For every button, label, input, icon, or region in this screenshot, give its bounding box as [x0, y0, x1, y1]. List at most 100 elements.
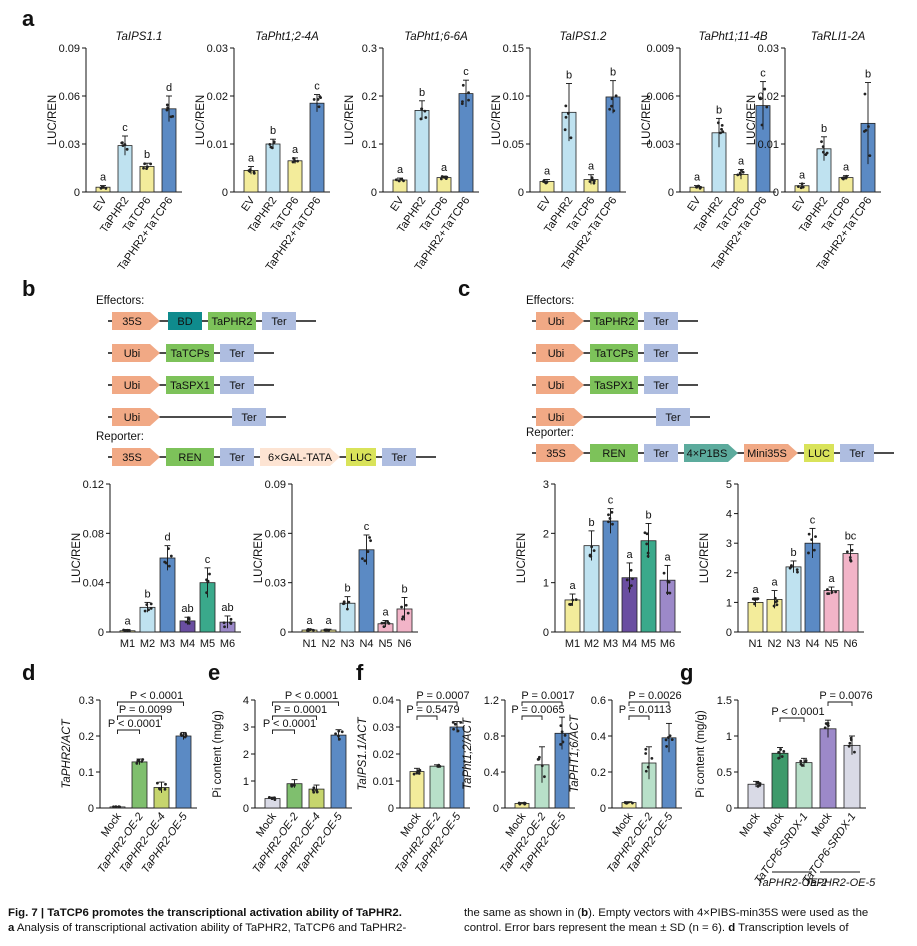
data-point: [318, 95, 322, 98]
y-tick-label: 0.3: [79, 695, 94, 707]
data-point: [363, 559, 367, 563]
promoter-ubi: [536, 408, 584, 426]
y-tick-label: 3: [243, 722, 249, 734]
chart-a5: TaPht1;11-4B00.0030.0060.009LUC/RENaEVbT…: [641, 31, 776, 273]
data-point: [563, 128, 567, 132]
element-bd: [168, 312, 202, 330]
data-point: [668, 734, 672, 738]
y-tick-label: 3: [543, 479, 549, 491]
y-tick-label: 0.2: [79, 731, 94, 743]
element-ter: [262, 312, 296, 330]
data-point: [644, 747, 648, 751]
data-point: [315, 788, 318, 792]
reporter-label: Reporter:: [526, 427, 574, 439]
data-point: [267, 795, 271, 799]
bar-mock-0: [747, 783, 765, 809]
data-point: [849, 738, 853, 742]
data-point: [592, 549, 596, 553]
data-point: [801, 185, 805, 189]
data-point: [614, 94, 618, 98]
y-tick-label: 0: [493, 803, 499, 815]
data-point: [559, 724, 563, 728]
y-tick-label: 2: [726, 568, 732, 580]
significance-letter: a: [100, 172, 107, 184]
p-value-label: P = 0.0007: [416, 690, 469, 702]
data-point: [662, 571, 666, 575]
chart-b1: 0 0.04 0.08 0.12 LUC/REN a M1 b M2 d M3 ab M4 c M5 ab M6: [71, 479, 241, 650]
y-tick-label: 0.8: [484, 731, 499, 743]
element-ter: [232, 408, 266, 426]
effectors-label: Effectors:: [526, 295, 574, 307]
element-label: Ter: [229, 452, 245, 464]
p-value-bracket: [779, 717, 805, 722]
chart-title-a3: TaPht1;6-6A: [404, 31, 468, 43]
y-axis-label: TaPHT1;6/ACT: [569, 714, 581, 793]
p-value-bracket: [827, 701, 853, 706]
data-point: [644, 769, 648, 773]
bar-taphr2-oe-5-3: [330, 734, 347, 809]
x-tick-label: N1: [748, 638, 762, 650]
y-tick-label: 0: [371, 187, 377, 199]
bar-tatcp6-2: [838, 177, 854, 193]
data-point: [720, 123, 724, 127]
y-axis-label: Pi content (mg/g): [695, 710, 707, 798]
data-point: [610, 510, 614, 514]
data-point: [820, 140, 823, 144]
element-label: 35S: [122, 452, 142, 464]
data-point: [166, 106, 170, 110]
y-axis-label: TaPHR2/ACT: [61, 718, 73, 788]
x-tick-label: N5: [824, 638, 838, 650]
y-tick-label: 5: [726, 479, 732, 491]
element-label: Ter: [271, 316, 287, 328]
bar-taphr2-1: [265, 143, 281, 193]
data-point: [759, 96, 762, 100]
chart-c2: 0 1 2 3 4 5 LUC/REN a N1 a N2 b N3 c N4 a N5 bc N6: [699, 479, 864, 650]
data-point: [629, 568, 633, 572]
p-value-bracket: [272, 701, 339, 706]
data-point: [772, 604, 776, 608]
data-point: [739, 172, 742, 176]
data-point: [120, 141, 124, 145]
data-point: [223, 625, 226, 629]
y-tick-label: 0: [726, 627, 732, 639]
y-tick-label: 0.02: [758, 91, 779, 103]
significance-letter: a: [843, 162, 850, 174]
y-tick-label: 0.6: [591, 695, 606, 707]
x-tick-label: N3: [786, 638, 800, 650]
data-point: [571, 598, 575, 602]
data-point: [452, 727, 455, 731]
data-point: [415, 771, 419, 775]
bar-taphr2-1: [414, 110, 430, 193]
element-luc: [804, 444, 834, 462]
construct-row: 35S REN Ter 4×P1BS Mini35S LUC Ter: [532, 444, 894, 462]
p-value-label: P = 0.0017: [521, 690, 574, 702]
data-point: [412, 772, 416, 776]
y-axis-label: LUC/REN: [699, 533, 711, 583]
data-point: [312, 98, 316, 101]
data-point: [568, 602, 571, 606]
effectors-label: Effectors:: [96, 295, 144, 307]
construct-row: Ubi Ter: [532, 408, 710, 426]
element-label: Ter: [229, 348, 245, 360]
chart-a3: TaPht1;6-6A00.10.20.3LUC/RENaEVbTaPHR2aT…: [344, 31, 479, 273]
data-point: [590, 176, 594, 180]
promoter-35s: [112, 312, 160, 330]
data-point: [755, 597, 759, 601]
significance-letter: b: [144, 149, 150, 161]
data-point: [406, 611, 410, 615]
x-tick-label: M1: [120, 638, 135, 650]
data-point: [650, 757, 654, 760]
construct-row: 35S BD TaPHR2 Ter: [108, 312, 316, 330]
data-point: [821, 150, 825, 154]
promoter-35s: [536, 444, 584, 462]
data-point: [834, 590, 838, 594]
bar-taphr2-oe-2-1: [429, 765, 445, 809]
data-point: [342, 600, 346, 604]
element-label: LUC: [350, 452, 372, 464]
element-ter: [220, 376, 254, 394]
bar-taphr2-tatcp6-3: [309, 102, 325, 193]
data-point: [467, 91, 470, 95]
element-ter: [644, 344, 678, 362]
data-point: [268, 143, 272, 146]
data-point: [292, 157, 296, 160]
